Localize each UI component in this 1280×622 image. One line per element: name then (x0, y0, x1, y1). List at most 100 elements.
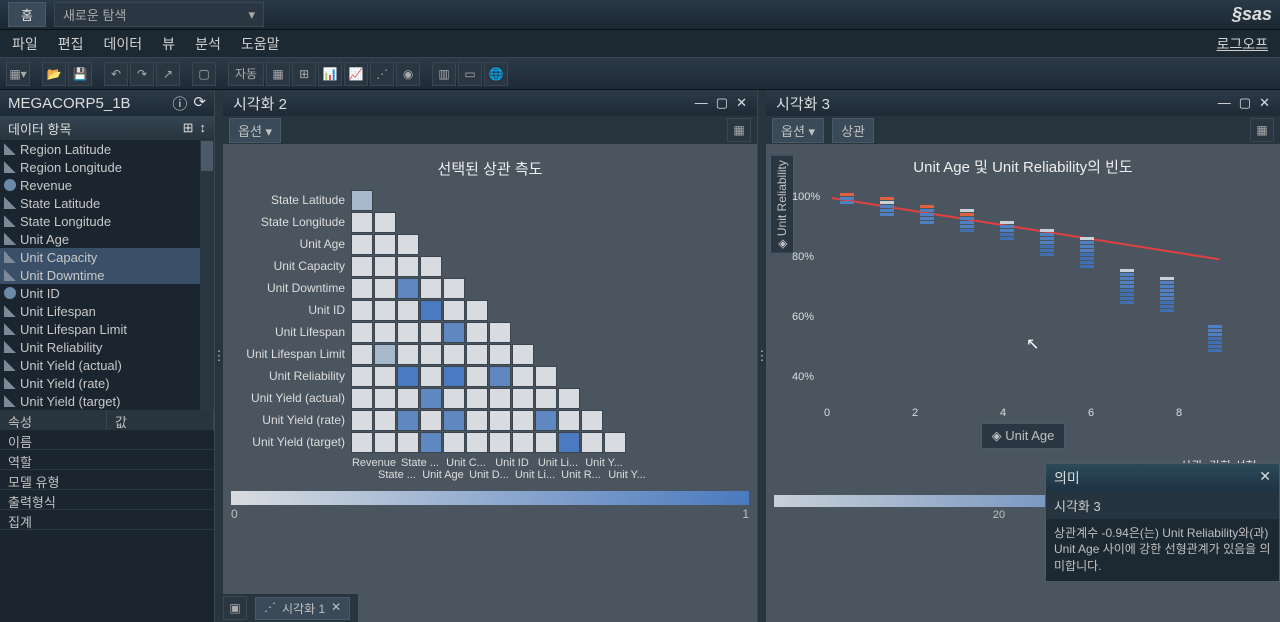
corr-cell[interactable] (351, 432, 373, 453)
corr-cell[interactable] (512, 432, 534, 453)
data-item[interactable]: Unit Yield (actual) (0, 356, 214, 374)
logoff-link[interactable]: 로그오프 (1216, 34, 1268, 54)
corr-cell[interactable] (351, 344, 373, 365)
close-icon[interactable]: ✕ (1259, 95, 1270, 111)
corr-cell[interactable] (374, 278, 396, 299)
bubble-icon[interactable]: ◉ (396, 62, 420, 86)
data-item[interactable]: Revenue (0, 176, 214, 194)
corr-cell[interactable] (489, 432, 511, 453)
corr-cell[interactable] (558, 410, 580, 431)
tabs-icon[interactable]: ▣ (223, 596, 247, 620)
corr-cell[interactable] (374, 344, 396, 365)
corr-cell[interactable] (535, 388, 557, 409)
data-item[interactable]: Unit Lifespan Limit (0, 320, 214, 338)
tooltip-close-icon[interactable]: ✕ (1259, 468, 1271, 488)
data-cluster[interactable] (880, 197, 894, 217)
data-item[interactable]: Unit Yield (rate) (0, 374, 214, 392)
undo-icon[interactable]: ↶ (104, 62, 128, 86)
corr-cell[interactable] (397, 278, 419, 299)
corr-cell[interactable] (512, 344, 534, 365)
corr-cell[interactable] (351, 300, 373, 321)
corr-cell[interactable] (443, 366, 465, 387)
corr-cell[interactable] (443, 432, 465, 453)
sort-icon[interactable]: ↕ (200, 120, 207, 136)
corr-cell[interactable] (351, 256, 373, 277)
corr-cell[interactable] (466, 300, 488, 321)
table-icon[interactable]: ▦ (266, 62, 290, 86)
data-item[interactable]: Region Latitude (0, 140, 214, 158)
corr-cell[interactable] (374, 432, 396, 453)
corr-cell[interactable] (512, 388, 534, 409)
corr-cell[interactable] (351, 190, 373, 211)
info-icon[interactable]: ⓘ (172, 93, 187, 114)
corr-cell[interactable] (466, 410, 488, 431)
corr-cell[interactable] (443, 322, 465, 343)
corr-cell[interactable] (489, 322, 511, 343)
corr-cell[interactable] (420, 366, 442, 387)
data-item[interactable]: Unit ID (0, 284, 214, 302)
data-cluster[interactable] (1040, 229, 1054, 257)
corr-cell[interactable] (420, 278, 442, 299)
corr-cell[interactable] (581, 410, 603, 431)
corr-cell[interactable] (535, 432, 557, 453)
data-cluster[interactable] (1208, 325, 1222, 353)
menu-help[interactable]: 도움말 (241, 34, 280, 54)
corr-cell[interactable] (397, 300, 419, 321)
exploration-dropdown[interactable]: 새로운 탐색 ▾ (54, 2, 264, 27)
corr-cell[interactable] (420, 300, 442, 321)
corr-cell[interactable] (374, 234, 396, 255)
data-item[interactable]: State Latitude (0, 194, 214, 212)
corr-cell[interactable] (420, 410, 442, 431)
menu-analyze[interactable]: 분석 (195, 34, 221, 54)
home-button[interactable]: 홈 (8, 2, 46, 27)
corr-cell[interactable] (351, 366, 373, 387)
corr-cell[interactable] (443, 278, 465, 299)
menu-view[interactable]: 뷰 (162, 34, 175, 54)
viz1-tab[interactable]: ⋰ 시각화 1 ✕ (255, 597, 350, 620)
corr-cell[interactable] (535, 410, 557, 431)
corr-cell[interactable] (397, 322, 419, 343)
corr-cell[interactable] (443, 300, 465, 321)
corr-cell[interactable] (535, 366, 557, 387)
data-item[interactable]: State Longitude (0, 212, 214, 230)
corr-cell[interactable] (466, 388, 488, 409)
grid-icon[interactable]: ▦▾ (6, 62, 30, 86)
hierarchy-icon[interactable]: ⊞ (183, 120, 194, 136)
corr-cell[interactable] (489, 410, 511, 431)
globe-icon[interactable]: 🌐 (484, 62, 508, 86)
data-item[interactable]: Unit Lifespan (0, 302, 214, 320)
corr-cell[interactable] (397, 388, 419, 409)
corr-cell[interactable] (351, 410, 373, 431)
scrollbar[interactable] (200, 140, 214, 410)
data-cluster[interactable] (840, 193, 854, 205)
save-icon[interactable]: 💾 (68, 62, 92, 86)
data-cluster[interactable] (1000, 221, 1014, 241)
viz3-corr-button[interactable]: 상관 (832, 118, 874, 143)
splitter-2[interactable]: ⋮ (758, 90, 766, 622)
corr-cell[interactable] (443, 410, 465, 431)
data-cluster[interactable] (920, 205, 934, 225)
corr-cell[interactable] (351, 322, 373, 343)
auto-button[interactable]: 자동 (228, 62, 264, 86)
minimize-icon[interactable]: — (695, 95, 708, 111)
viz2-options[interactable]: 옵션 ▾ (229, 118, 281, 143)
corr-cell[interactable] (374, 366, 396, 387)
menu-file[interactable]: 파일 (12, 34, 38, 54)
data-item[interactable]: Unit Reliability (0, 338, 214, 356)
corr-cell[interactable] (351, 388, 373, 409)
histogram-icon[interactable]: ▥ (432, 62, 456, 86)
tab-close-icon[interactable]: ✕ (331, 600, 341, 617)
data-item[interactable]: Unit Capacity (0, 248, 214, 266)
corr-cell[interactable] (581, 432, 603, 453)
corr-cell[interactable] (397, 366, 419, 387)
data-item[interactable]: Unit Yield (target) (0, 392, 214, 410)
corr-cell[interactable] (466, 322, 488, 343)
corr-cell[interactable] (374, 300, 396, 321)
data-item[interactable]: Region Longitude (0, 158, 214, 176)
corr-cell[interactable] (420, 256, 442, 277)
corr-cell[interactable] (489, 366, 511, 387)
corr-cell[interactable] (420, 322, 442, 343)
corr-cell[interactable] (466, 432, 488, 453)
corr-cell[interactable] (466, 344, 488, 365)
corr-cell[interactable] (374, 256, 396, 277)
